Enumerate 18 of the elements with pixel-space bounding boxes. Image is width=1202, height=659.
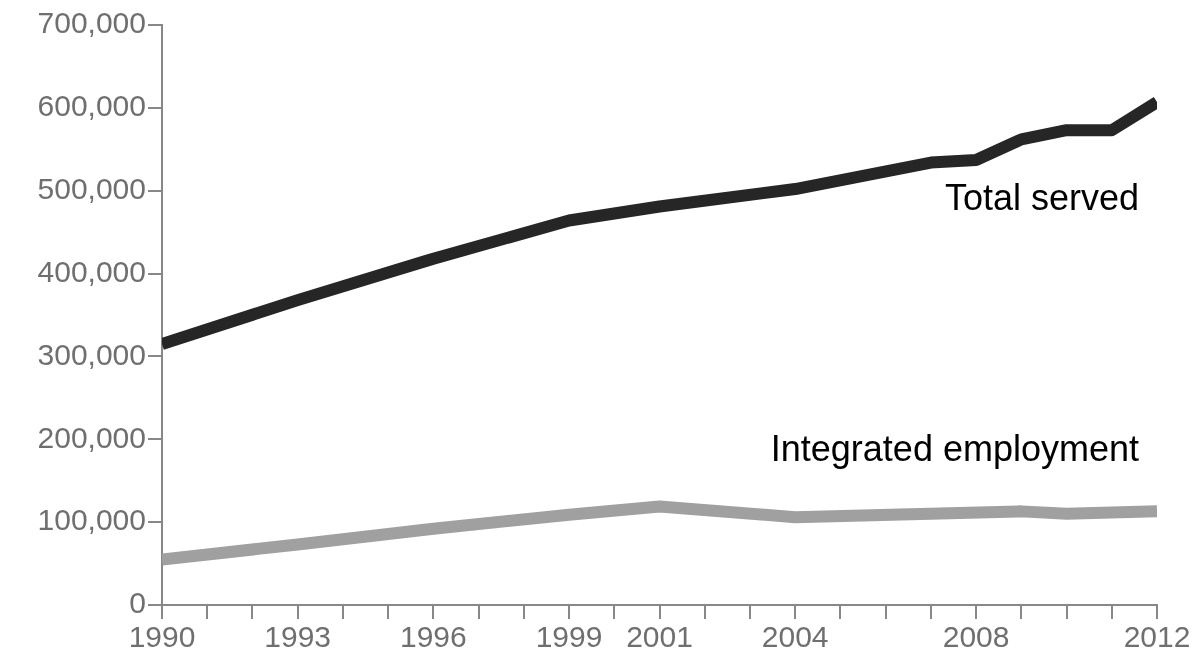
y-tick-label: 200,000 xyxy=(37,420,146,454)
x-tick-label: 1999 xyxy=(535,620,603,654)
x-tick-label: 2001 xyxy=(626,620,693,654)
y-tick-label: 700,000 xyxy=(37,6,146,40)
y-tick-label: 600,000 xyxy=(37,89,146,123)
x-tick-label: 2008 xyxy=(942,620,1010,654)
series-label: Total served xyxy=(944,176,1139,218)
x-tick-label: 2012 xyxy=(1123,620,1191,654)
x-tick-label: 1996 xyxy=(399,620,467,654)
x-tick-label: 1990 xyxy=(128,620,196,654)
x-tick-label: 1993 xyxy=(264,620,332,654)
x-tick-label: 2004 xyxy=(761,620,829,654)
y-tick-label: 0 xyxy=(129,586,146,620)
y-tick-label: 500,000 xyxy=(37,171,146,205)
y-tick-label: 400,000 xyxy=(37,254,146,288)
series-label: Integrated employment xyxy=(770,428,1139,470)
y-tick-label: 100,000 xyxy=(37,503,146,537)
y-tick-label: 300,000 xyxy=(37,337,146,371)
